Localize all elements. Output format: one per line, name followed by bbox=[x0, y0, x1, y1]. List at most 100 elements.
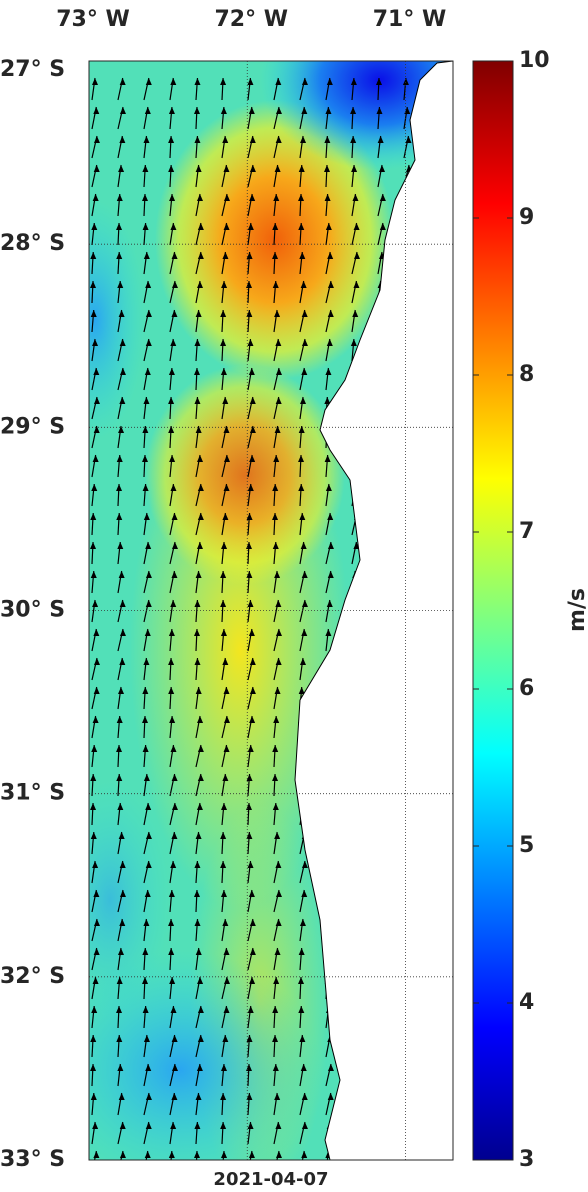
wind-arrow-head bbox=[116, 252, 123, 259]
wind-arrow-head bbox=[272, 484, 279, 491]
wind-arrow-head bbox=[171, 571, 178, 578]
speed-field bbox=[89, 61, 453, 1160]
wind-arrow-head bbox=[142, 977, 149, 984]
wind-arrow-head bbox=[275, 890, 282, 897]
wind-arrow-head bbox=[275, 368, 282, 375]
lon-tick-label: 73° W bbox=[56, 7, 130, 32]
lat-tick-label: 29° S bbox=[0, 414, 65, 439]
wind-arrow-head bbox=[143, 136, 150, 143]
wind-arrow-head bbox=[92, 78, 98, 85]
wind-arrow-head bbox=[247, 223, 254, 230]
wind-arrow-head bbox=[273, 977, 280, 984]
wind-arrow-head bbox=[275, 136, 282, 143]
wind-arrow-head bbox=[220, 600, 227, 607]
wind-arrow-head bbox=[300, 542, 307, 549]
wind-arrow-head bbox=[118, 1093, 125, 1100]
wind-arrow-head bbox=[353, 252, 360, 259]
wind-arrow-head bbox=[171, 252, 178, 259]
colorbar-tick-label: 6 bbox=[519, 676, 534, 701]
wind-arrow-head bbox=[220, 629, 227, 636]
wind-arrow-head bbox=[222, 513, 229, 520]
wind-arrow-head bbox=[144, 1151, 151, 1158]
wind-arrow-head bbox=[301, 1151, 308, 1158]
wind-arrow-head bbox=[194, 397, 201, 404]
wind-arrow-head bbox=[117, 948, 124, 955]
wind-arrow-head bbox=[274, 310, 281, 317]
wind-arrow-head bbox=[170, 1122, 177, 1129]
wind-arrow-head bbox=[326, 600, 333, 607]
wind-arrow-head bbox=[93, 658, 100, 665]
wind-arrow-head bbox=[90, 571, 97, 578]
wind-arrow-head bbox=[221, 542, 228, 549]
wind-arrow-head bbox=[144, 629, 151, 636]
wind-arrow-head bbox=[90, 513, 97, 520]
wind-arrow-head bbox=[143, 513, 150, 520]
wind-arrow-head bbox=[249, 948, 256, 955]
wind-arrow-head bbox=[196, 1064, 203, 1071]
wind-arrow-head bbox=[90, 252, 97, 259]
wind-arrow-head bbox=[326, 78, 333, 85]
wind-arrow-head bbox=[298, 165, 305, 172]
lat-tick-label: 32° S bbox=[0, 964, 65, 989]
wind-arrow-head bbox=[222, 774, 229, 781]
wind-arrow-head bbox=[195, 1093, 202, 1100]
wind-arrow-head bbox=[90, 832, 97, 839]
wind-arrow-head bbox=[118, 165, 125, 172]
wind-arrow-head bbox=[145, 600, 152, 607]
wind-arrow-head bbox=[405, 136, 412, 143]
wind-arrow-head bbox=[249, 716, 256, 723]
wind-arrow-head bbox=[248, 368, 255, 375]
wind-arrow-head bbox=[195, 310, 202, 317]
lon-tick-label: 71° W bbox=[373, 7, 447, 32]
wind-arrow-head bbox=[275, 658, 282, 665]
wind-arrow-head bbox=[117, 281, 124, 288]
wind-arrow-head bbox=[195, 571, 202, 578]
wind-arrow-head bbox=[93, 1151, 100, 1158]
wind-arrow-head bbox=[116, 223, 123, 230]
wind-arrow-head bbox=[223, 948, 230, 955]
wind-arrow-head bbox=[118, 571, 125, 578]
wind-arrow-head bbox=[327, 310, 334, 317]
wind-arrow-head bbox=[196, 194, 203, 201]
wind-arrow-head bbox=[170, 600, 177, 607]
wind-arrow-head bbox=[142, 716, 149, 723]
wind-arrow-head bbox=[247, 1122, 254, 1129]
wind-arrow-head bbox=[324, 194, 331, 201]
wind-arrow-head bbox=[324, 455, 331, 462]
wind-arrow-head bbox=[119, 339, 126, 346]
wind-arrow-head bbox=[220, 1093, 227, 1100]
wind-arrow-head bbox=[327, 252, 334, 259]
wind-arrow-head bbox=[168, 658, 175, 665]
wind-arrow-head bbox=[194, 1151, 201, 1158]
wind-arrow-head bbox=[144, 890, 151, 897]
wind-arrow-head bbox=[197, 1035, 204, 1042]
colorbar-tick-label: 3 bbox=[519, 1147, 534, 1172]
wind-arrow-head bbox=[272, 513, 279, 520]
wind-arrow-head bbox=[223, 194, 230, 201]
wind-arrow-head bbox=[197, 513, 204, 520]
wind-arrow-head bbox=[272, 281, 279, 288]
wind-arrow-head bbox=[168, 368, 175, 375]
wind-arrow-head bbox=[325, 107, 332, 114]
wind-arrow-head bbox=[116, 774, 123, 781]
wind-arrow-head bbox=[327, 281, 334, 288]
lat-tick-label: 28° S bbox=[0, 231, 65, 256]
wind-arrow-head bbox=[142, 165, 149, 172]
wind-arrow-head bbox=[223, 165, 230, 172]
colorbar-tick-label: 10 bbox=[519, 48, 550, 73]
wind-arrow-head bbox=[327, 571, 334, 578]
wind-arrow-head bbox=[379, 194, 386, 201]
wind-arrow-head bbox=[194, 861, 201, 868]
wind-arrow-head bbox=[220, 310, 227, 317]
wind-arrow-head bbox=[221, 803, 228, 810]
wind-arrow-head bbox=[119, 919, 126, 926]
wind-arrow-head bbox=[91, 745, 98, 752]
wind-arrow-head bbox=[246, 1093, 253, 1100]
wind-arrow-head bbox=[116, 194, 123, 201]
wind-arrow-head bbox=[171, 1035, 178, 1042]
wind-arrow-head bbox=[171, 832, 178, 839]
wind-arrow-head bbox=[145, 339, 152, 346]
wind-arrow-head bbox=[298, 426, 305, 433]
wind-arrow-head bbox=[272, 803, 279, 810]
wind-arrow-head bbox=[275, 861, 282, 868]
